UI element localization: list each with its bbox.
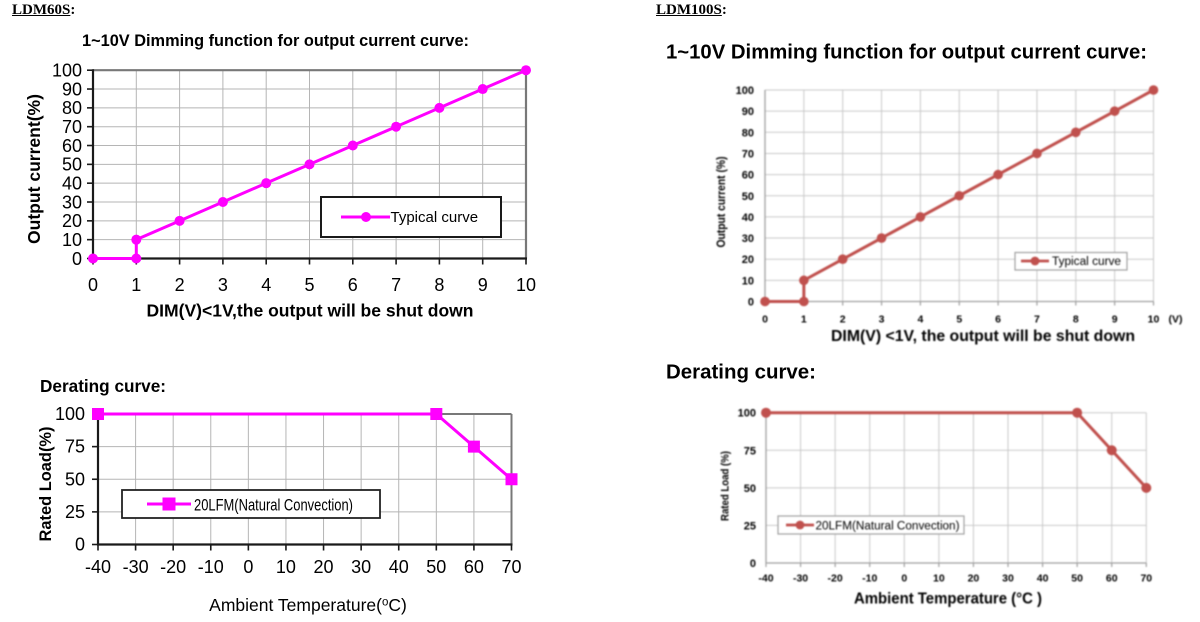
- svg-text:50: 50: [744, 483, 756, 495]
- svg-text:Typical curve: Typical curve: [391, 209, 479, 226]
- svg-text:0: 0: [748, 297, 754, 309]
- svg-text:-30: -30: [123, 557, 149, 577]
- svg-text:20: 20: [742, 254, 754, 266]
- svg-text:1~10V Dimming function for out: 1~10V Dimming function for output curren…: [666, 42, 1147, 64]
- svg-text:90: 90: [742, 106, 754, 118]
- svg-text:75: 75: [744, 445, 756, 457]
- svg-text:20LFM(Natural Convection): 20LFM(Natural Convection): [816, 521, 960, 533]
- svg-text:20: 20: [62, 211, 82, 231]
- svg-text:-30: -30: [793, 573, 808, 585]
- svg-text:60: 60: [62, 136, 82, 156]
- svg-text:70: 70: [742, 148, 754, 160]
- svg-text:4: 4: [261, 275, 271, 295]
- svg-text:25: 25: [744, 520, 756, 532]
- svg-text:6: 6: [348, 275, 358, 295]
- svg-text:70: 70: [62, 117, 82, 137]
- svg-text:50: 50: [1071, 573, 1083, 585]
- svg-text:100: 100: [736, 85, 754, 97]
- svg-text:50: 50: [62, 155, 82, 175]
- svg-text:7: 7: [391, 275, 401, 295]
- svg-text:3: 3: [879, 314, 885, 326]
- svg-text:20: 20: [314, 557, 334, 577]
- svg-text:0: 0: [75, 535, 85, 555]
- svg-text:90: 90: [62, 79, 82, 99]
- svg-text:40: 40: [742, 212, 754, 224]
- svg-text:3: 3: [218, 275, 228, 295]
- svg-text:100: 100: [52, 61, 82, 81]
- svg-text:-40: -40: [85, 557, 111, 577]
- svg-text:50: 50: [65, 469, 85, 489]
- svg-text:80: 80: [62, 98, 82, 118]
- svg-text:4: 4: [917, 314, 923, 326]
- svg-text:10: 10: [1148, 314, 1160, 326]
- svg-text:-20: -20: [160, 557, 186, 577]
- svg-text:10: 10: [933, 573, 945, 585]
- svg-text:-10: -10: [862, 573, 877, 585]
- svg-text:Derating curve:: Derating curve:: [666, 362, 816, 384]
- svg-text:30: 30: [1002, 573, 1014, 585]
- svg-text:DIM(V) <1V, the output will be: DIM(V) <1V, the output will be shut down: [831, 328, 1135, 345]
- svg-text:9: 9: [478, 275, 488, 295]
- svg-text:60: 60: [742, 170, 754, 182]
- svg-text:30: 30: [62, 192, 82, 212]
- svg-text:1: 1: [131, 275, 141, 295]
- svg-text:-40: -40: [758, 573, 773, 585]
- svg-text:40: 40: [1037, 573, 1049, 585]
- svg-text:75: 75: [65, 437, 85, 457]
- svg-text:100: 100: [738, 408, 756, 420]
- svg-text:70: 70: [1140, 573, 1152, 585]
- svg-text:Rated Load (%): Rated Load (%): [720, 451, 732, 521]
- svg-text:100: 100: [55, 404, 85, 424]
- svg-text:10: 10: [276, 557, 296, 577]
- svg-text:7: 7: [1034, 314, 1040, 326]
- svg-text:40: 40: [62, 173, 82, 193]
- svg-text:20LFM(Natural Convection): 20LFM(Natural Convection): [194, 497, 353, 515]
- svg-text:Typical curve: Typical curve: [1052, 256, 1121, 268]
- svg-text:Ambient Temperature (°C ): Ambient Temperature (°C ): [854, 591, 1042, 608]
- svg-text:30: 30: [351, 557, 371, 577]
- svg-text:25: 25: [65, 502, 85, 522]
- svg-text:10: 10: [516, 275, 536, 295]
- svg-text:80: 80: [742, 127, 754, 139]
- svg-text:0: 0: [750, 558, 756, 570]
- svg-text:30: 30: [742, 233, 754, 245]
- svg-text:5: 5: [304, 275, 314, 295]
- svg-text:6: 6: [995, 314, 1001, 326]
- svg-text:5: 5: [956, 314, 962, 326]
- svg-text:50: 50: [426, 557, 446, 577]
- svg-text:2: 2: [175, 275, 185, 295]
- svg-text:DIM(V)<1V,the output will be s: DIM(V)<1V,the output will be shut down: [147, 301, 474, 321]
- svg-text:40: 40: [389, 557, 409, 577]
- svg-text:20: 20: [968, 573, 980, 585]
- svg-text:8: 8: [434, 275, 444, 295]
- svg-text:1: 1: [801, 314, 807, 326]
- svg-text:Rated Load(%): Rated Load(%): [36, 427, 55, 542]
- svg-text:2: 2: [840, 314, 846, 326]
- svg-text:0: 0: [901, 573, 907, 585]
- svg-text:8: 8: [1073, 314, 1079, 326]
- svg-text:0: 0: [762, 314, 768, 326]
- svg-text:10: 10: [62, 230, 82, 250]
- svg-text:-10: -10: [198, 557, 224, 577]
- svg-text:10: 10: [742, 275, 754, 287]
- svg-text:0: 0: [88, 275, 98, 295]
- svg-text:70: 70: [501, 557, 521, 577]
- svg-text:Output current (%): Output current (%): [716, 156, 728, 247]
- svg-text:50: 50: [742, 191, 754, 203]
- svg-text:Output current(%): Output current(%): [24, 94, 44, 244]
- svg-text:-20: -20: [828, 573, 843, 585]
- svg-text:60: 60: [1106, 573, 1118, 585]
- svg-text:0: 0: [72, 249, 82, 269]
- svg-text:Ambient Temperature(oC): Ambient Temperature(oC): [209, 595, 407, 615]
- svg-text:0: 0: [243, 557, 253, 577]
- svg-text:9: 9: [1112, 314, 1118, 326]
- svg-text:Derating curve:: Derating curve:: [40, 376, 166, 396]
- svg-text:1~10V Dimming function for out: 1~10V Dimming function for output curren…: [82, 31, 469, 50]
- svg-text:60: 60: [464, 557, 484, 577]
- svg-text:(V): (V): [1169, 314, 1183, 326]
